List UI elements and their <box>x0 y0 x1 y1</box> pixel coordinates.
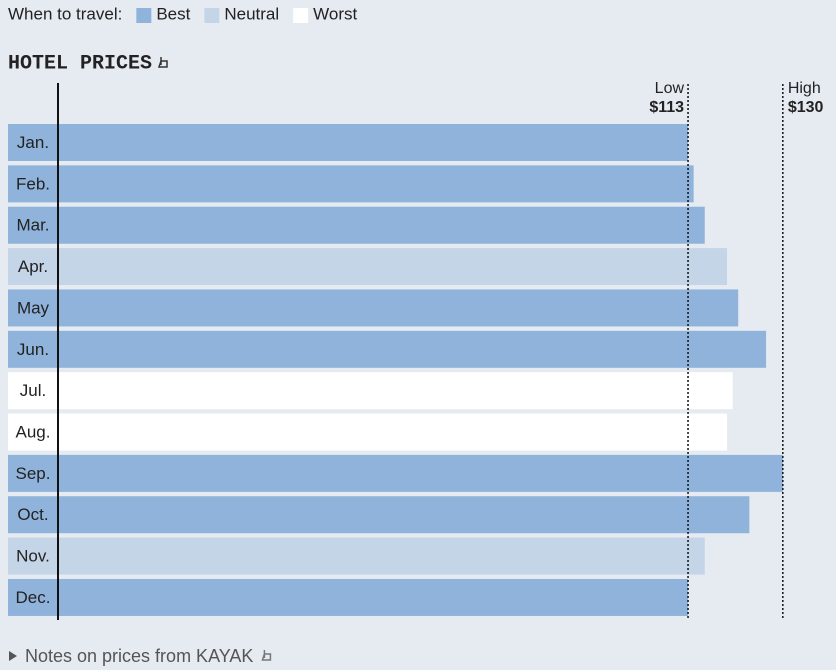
bar <box>8 206 705 244</box>
bar <box>8 372 733 410</box>
reference-value: $113 <box>649 99 684 116</box>
reference-value: $130 <box>788 99 824 116</box>
y-tick-label: Jun. <box>17 340 49 359</box>
y-tick-label: Jul. <box>20 381 46 400</box>
bar <box>8 289 739 327</box>
bar <box>8 537 705 575</box>
legend-title: When to travel: <box>8 4 122 23</box>
bar <box>8 248 728 286</box>
chart-title: HOTEL PRICES <box>8 52 152 75</box>
bar <box>8 496 750 534</box>
y-tick-label: Oct. <box>17 505 48 524</box>
legend-label: Best <box>156 4 190 23</box>
y-tick-label: May <box>17 298 50 317</box>
hand-icon <box>157 57 168 68</box>
footer-text[interactable]: Notes on prices from KAYAK <box>25 646 253 666</box>
y-tick-label: Jan. <box>17 133 49 152</box>
disclosure-arrow <box>9 651 17 661</box>
y-tick-label: Nov. <box>16 547 50 566</box>
bar <box>8 165 694 203</box>
footer[interactable]: Notes on prices from KAYAK <box>9 646 253 666</box>
legend-swatch <box>204 8 220 23</box>
legend-swatch <box>136 8 152 23</box>
legend-label: Worst <box>313 4 357 23</box>
reference-label: Low <box>655 80 685 97</box>
legend-swatch <box>293 8 309 23</box>
bar <box>8 454 783 492</box>
y-tick-label: Apr. <box>18 257 48 276</box>
hand-icon <box>261 650 272 661</box>
bar <box>8 578 689 616</box>
y-tick-label: Dec. <box>16 588 51 607</box>
reference-label: High <box>788 80 821 97</box>
bar <box>8 330 767 368</box>
y-tick-label: Aug. <box>16 423 51 442</box>
y-tick-label: Mar. <box>16 216 49 235</box>
bar <box>8 124 689 161</box>
bar <box>8 413 728 451</box>
y-tick-label: Feb. <box>16 174 50 193</box>
y-tick-label: Sep. <box>16 464 51 483</box>
legend-label: Neutral <box>224 4 279 23</box>
